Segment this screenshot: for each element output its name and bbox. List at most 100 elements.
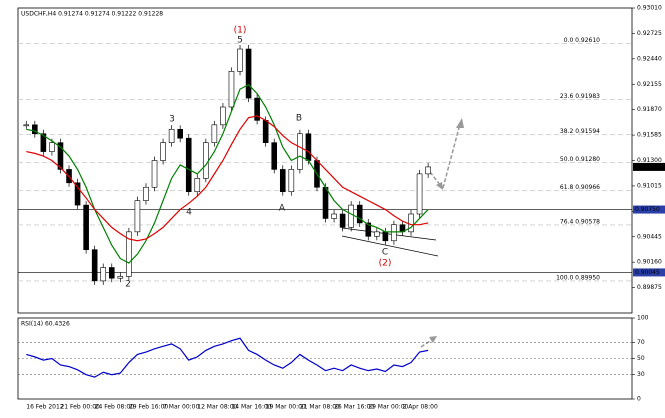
candle xyxy=(348,204,354,228)
x-tick-label: 12 Mar 08:00 xyxy=(197,404,237,411)
candle xyxy=(177,128,183,139)
x-tick-label: 21 Mar 08:00 xyxy=(300,404,340,411)
candle xyxy=(185,137,192,193)
x-tick-label: 21 Feb 00:00 xyxy=(60,404,100,411)
candle xyxy=(237,48,243,72)
candle xyxy=(339,213,346,228)
rsi-line xyxy=(26,337,429,378)
candle xyxy=(374,231,380,237)
x-tick-label: 14 Mar 16:00 xyxy=(231,404,271,411)
y-tick-label: 0.92155 xyxy=(637,81,662,88)
fib-label: 50.0 0.91280 xyxy=(560,156,600,163)
price-box-label: 0.90750 xyxy=(635,206,660,213)
candle xyxy=(23,124,30,127)
candle xyxy=(143,186,149,201)
wave-label: B xyxy=(296,114,302,124)
chart-title: USDCHF,H4 0.91274 0.91274 0.91222 0.9122… xyxy=(21,11,163,18)
candle xyxy=(91,249,98,282)
candle xyxy=(228,71,235,108)
candle xyxy=(40,133,47,152)
moving-average xyxy=(26,115,429,242)
candle xyxy=(271,142,278,170)
rsi-tick-label: 50 xyxy=(637,355,645,362)
candle xyxy=(74,182,81,206)
y-tick-label: 0.91585 xyxy=(637,132,662,139)
candle xyxy=(83,204,89,250)
x-tick-label: 26 Mar 16:00 xyxy=(334,404,374,411)
rsi-tick-label: 0 xyxy=(637,396,641,403)
candle xyxy=(416,173,423,215)
candle xyxy=(203,142,209,179)
candle xyxy=(356,204,363,224)
fib-label: 38.2 0.91594 xyxy=(560,128,600,135)
y-tick-label: 0.90160 xyxy=(637,259,662,266)
candle xyxy=(57,142,64,170)
x-tick-label: 24 Feb 08:00 xyxy=(95,404,135,411)
candle xyxy=(49,142,55,152)
y-tick-label: 0.91870 xyxy=(637,106,662,113)
wave-label: C xyxy=(382,248,388,258)
fib-label: 61.8 0.90966 xyxy=(560,184,600,191)
fib-label: 0.0 0.92610 xyxy=(564,37,600,44)
candle xyxy=(254,97,260,121)
price-box xyxy=(633,205,665,214)
wave-label: (2) xyxy=(379,259,392,269)
candle xyxy=(108,267,115,279)
fib-label: 76.4 0.90578 xyxy=(560,218,600,225)
candle xyxy=(134,200,141,233)
fib-label: 100.0 0.89950 xyxy=(556,274,600,281)
y-tick-label: 0.92440 xyxy=(637,55,662,62)
candle xyxy=(391,224,397,242)
price-box-label: 0.90045 xyxy=(635,269,660,276)
current-price-label: 0.91228 xyxy=(635,163,660,170)
moving-average xyxy=(26,83,429,264)
candle xyxy=(126,231,132,277)
wave-label: 5 xyxy=(237,36,243,46)
y-tick-label: 0.92725 xyxy=(637,30,662,37)
wave-label: 3 xyxy=(169,115,175,125)
x-tick-label: 16 Feb 2012 xyxy=(26,404,64,411)
x-tick-label: 29 Mar 00:00 xyxy=(368,404,408,411)
candle xyxy=(32,124,38,135)
wave-label: (1) xyxy=(234,26,247,36)
y-tick-label: 0.89875 xyxy=(637,284,662,291)
price-box xyxy=(633,268,665,277)
candle xyxy=(408,213,414,233)
rsi-tick-label: 70 xyxy=(637,339,645,346)
candle xyxy=(305,133,312,161)
candle xyxy=(382,231,389,242)
candle xyxy=(160,142,166,161)
y-tick-label: 0.90445 xyxy=(637,233,662,240)
y-tick-label: 0.93010 xyxy=(637,5,662,12)
candle xyxy=(220,106,226,126)
y-tick-label: 0.91300 xyxy=(637,157,662,164)
candle xyxy=(100,267,107,282)
arrow-heads xyxy=(429,118,464,343)
current-price-box xyxy=(633,162,665,171)
wave-label: 2 xyxy=(125,280,131,290)
candle xyxy=(262,120,269,143)
y-tick-label: 0.91015 xyxy=(637,182,662,189)
candle xyxy=(194,178,201,193)
candle xyxy=(322,186,329,219)
fib-label: 23.6 0.91983 xyxy=(560,93,600,100)
wedge-line xyxy=(341,235,439,257)
candle xyxy=(117,276,124,279)
x-tick-label: 19 Mar 00:00 xyxy=(266,404,306,411)
x-tick-label: 7 Mar 00:00 xyxy=(163,404,199,411)
rsi-tick-label: 100 xyxy=(637,315,649,322)
candle xyxy=(168,128,175,143)
candle xyxy=(279,169,286,193)
x-tick-label: 2 Apr 08:00 xyxy=(402,404,437,411)
candle xyxy=(297,133,303,170)
wave-label: A xyxy=(279,204,286,214)
wave-label: 4 xyxy=(186,208,192,218)
rsi-tick-label: 30 xyxy=(637,371,645,378)
candle xyxy=(331,213,337,219)
candle xyxy=(245,48,252,99)
candle xyxy=(365,222,372,237)
candle xyxy=(288,169,295,193)
rsi-title: RSI(14) 60.4326 xyxy=(21,321,70,328)
